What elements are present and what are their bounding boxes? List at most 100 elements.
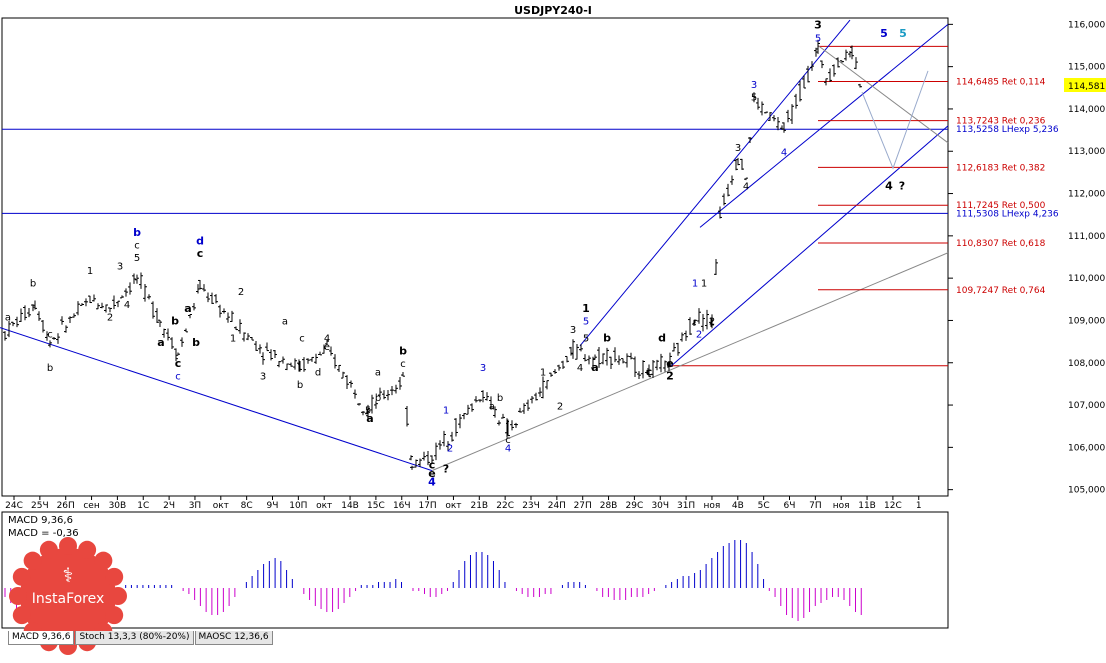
wave-label: ? bbox=[443, 463, 449, 476]
wave-label: 2 bbox=[557, 401, 563, 412]
wave-label: 5 bbox=[815, 33, 821, 44]
wave-label: a bbox=[375, 367, 381, 378]
wave-label: 1 bbox=[87, 266, 93, 277]
wave-label: e bbox=[428, 467, 435, 480]
time-tick-label: 23Ч bbox=[522, 501, 540, 511]
time-tick-label: ноя bbox=[704, 501, 721, 511]
time-tick-label: 4В bbox=[732, 501, 744, 511]
current-price-label: 114,581 bbox=[1068, 82, 1105, 92]
time-tick-label: ноя bbox=[833, 501, 850, 511]
wave-label: b bbox=[497, 393, 503, 404]
wave-label: 4 bbox=[428, 475, 436, 488]
wave-label: 2 bbox=[238, 287, 244, 298]
fib-levels: 114,6485 Ret 0,114 113,7243 Ret 0,236113,… bbox=[818, 78, 1059, 296]
wave-label: c bbox=[299, 334, 305, 345]
trend-line bbox=[0, 327, 433, 472]
fib-level-label: 113,5258 LHexp 5,236 bbox=[956, 125, 1059, 135]
trend-line bbox=[579, 19, 851, 347]
time-tick-label: сен bbox=[83, 501, 99, 511]
wave-label: 5 bbox=[134, 253, 140, 264]
wave-label: d bbox=[315, 367, 321, 378]
logo-text: InstaForex bbox=[31, 591, 105, 607]
time-tick-label: 29С bbox=[626, 501, 644, 511]
wave-label: 4 bbox=[577, 363, 583, 374]
time-tick-label: 15С bbox=[367, 501, 385, 511]
wave-label: 3 bbox=[570, 325, 576, 336]
time-tick-label: 7П bbox=[809, 501, 822, 511]
projection-path bbox=[861, 70, 929, 170]
price-tick-label: 110,000 bbox=[1068, 274, 1105, 284]
wave-label: c bbox=[175, 357, 182, 370]
wave-label: b bbox=[297, 380, 303, 391]
time-tick-label: 24С bbox=[5, 501, 23, 511]
logo-ray bbox=[105, 606, 124, 625]
wave-label: 2 bbox=[447, 444, 453, 455]
fib-level-label: 109,7247 Ret 0,764 bbox=[956, 286, 1046, 296]
wave-label: c bbox=[429, 459, 436, 472]
chart-title: USDJPY240-I bbox=[514, 4, 592, 17]
fib-level-label: 113,7243 Ret 0,236 bbox=[956, 117, 1046, 127]
price-tick-label: 108,000 bbox=[1068, 359, 1105, 369]
time-tick-label: окт bbox=[316, 501, 332, 511]
wave-label: 1 bbox=[540, 367, 546, 378]
wave-label: 2 bbox=[709, 317, 715, 328]
wave-label: b bbox=[375, 393, 381, 404]
trend-line bbox=[817, 45, 949, 144]
tab-stoch[interactable]: Stoch 13,3,3 (80%-20%) bbox=[75, 631, 194, 645]
price-tick-label: 106,000 bbox=[1068, 443, 1105, 453]
time-tick-label: 25Ч bbox=[31, 501, 49, 511]
wave-label: e bbox=[666, 357, 673, 370]
time-tick-label: 30Ч bbox=[651, 501, 669, 511]
time-tick-label: окт bbox=[445, 501, 461, 511]
logo-ray bbox=[23, 551, 42, 570]
wave-label: a bbox=[366, 412, 373, 425]
wave-label: 5 bbox=[583, 334, 589, 345]
logo-ray bbox=[94, 551, 113, 570]
time-tick-label: 31П bbox=[677, 501, 695, 511]
wave-label: 4 bbox=[324, 334, 330, 345]
wave-label: c bbox=[646, 365, 653, 378]
time-tick-label: 12С bbox=[884, 501, 902, 511]
wave-label: c bbox=[400, 359, 406, 370]
wave-label: a bbox=[489, 401, 495, 412]
wave-label: 5 bbox=[880, 27, 888, 40]
fib-level-label: 111,7245 Ret 0,500 bbox=[956, 201, 1046, 211]
time-tick-label: 30В bbox=[109, 501, 127, 511]
wave-label: 2 bbox=[107, 312, 113, 323]
time-tick-label: 1 bbox=[916, 501, 922, 511]
time-tick-label: 10П bbox=[289, 501, 307, 511]
indicator-tabs: MACD 9,36,6 Stoch 13,3,3 (80%-20%) MAOSC… bbox=[8, 631, 274, 645]
wave-label: c bbox=[197, 247, 204, 260]
wave-label: b bbox=[171, 315, 179, 328]
wave-label: 4 bbox=[505, 444, 511, 455]
time-tick-label: окт bbox=[213, 501, 229, 511]
tab-maosc[interactable]: MAOSC 12,36,6 bbox=[194, 631, 273, 645]
fib-level-label: 111,5308 LHexp 4,236 bbox=[956, 209, 1059, 219]
wave-label: 3 bbox=[260, 372, 266, 383]
macd-name-label: MACD 9,36,6 bbox=[8, 515, 73, 526]
price-tick-label: 112,000 bbox=[1068, 190, 1105, 200]
wave-label: c bbox=[505, 435, 511, 446]
time-tick-label: 11В bbox=[858, 501, 876, 511]
wave-label: 5 bbox=[365, 406, 371, 417]
wave-label: b bbox=[603, 332, 611, 345]
tab-macd[interactable]: MACD 9,36,6 bbox=[8, 631, 75, 645]
logo-ray bbox=[59, 537, 77, 555]
wave-label: b bbox=[47, 363, 53, 374]
time-tick-label: 26П bbox=[57, 501, 75, 511]
wave-label: b bbox=[133, 226, 141, 239]
wave-label: d bbox=[196, 234, 204, 247]
price-bars bbox=[3, 39, 862, 470]
wave-label: d bbox=[658, 332, 666, 345]
time-tick-label: 22С bbox=[496, 501, 514, 511]
indicator-panel-frame bbox=[1, 511, 949, 629]
wave-label: 5 bbox=[899, 27, 907, 40]
wave-label: 3 bbox=[117, 262, 123, 273]
logo-ray bbox=[109, 587, 127, 605]
wave-label: a bbox=[591, 361, 598, 374]
logo-ray bbox=[78, 540, 97, 559]
wave-label: 1 bbox=[701, 279, 707, 290]
time-tick-label: 5С bbox=[758, 501, 770, 511]
time-tick-label: 14В bbox=[341, 501, 359, 511]
